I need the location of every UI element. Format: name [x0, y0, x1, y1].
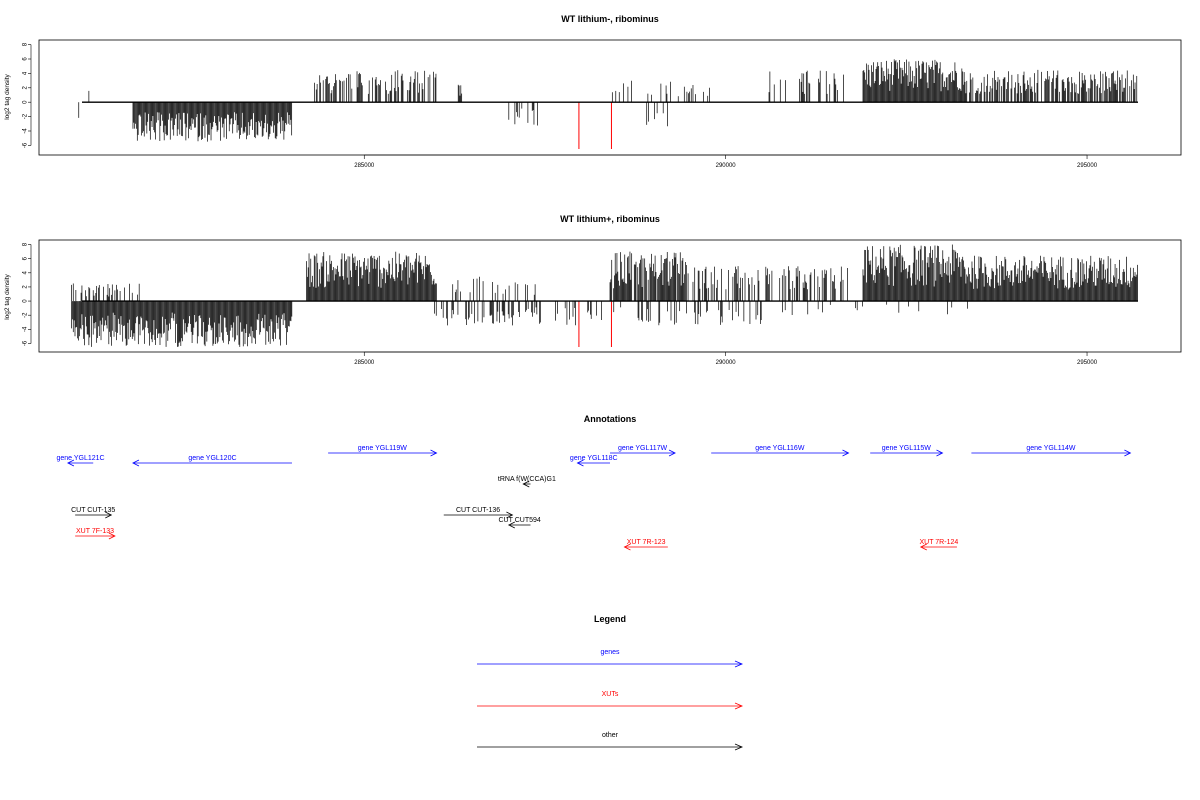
y-tick-label: 2 [23, 85, 29, 89]
y-tick-label: 2 [23, 285, 29, 289]
arrow-head-icon [507, 521, 515, 529]
legend-item: genes [477, 649, 744, 668]
x-axis: 285000 290000 295000 [354, 154, 1098, 169]
arrow-head-icon [67, 459, 75, 467]
annotation-label: gene YGL118C [570, 455, 618, 462]
y-tick-label: -2 [23, 312, 29, 318]
annotation-item: gene YGL120C [132, 455, 292, 467]
annotation-label: gene YGL115W [882, 445, 932, 452]
arrow-head-icon [734, 743, 744, 751]
annotation-item: gene YGL116W [711, 445, 850, 457]
legend-item: XUTs [477, 691, 744, 710]
annotation-label: gene YGL117W [618, 445, 668, 452]
legend-item: other [477, 732, 744, 751]
y-tick-label: 6 [23, 256, 29, 260]
annotation-label: XUT 7F-133 [76, 528, 114, 535]
annotation-label: XUT 7R-123 [627, 539, 666, 546]
legend-label: genes [600, 649, 620, 656]
arrow-head-icon [842, 449, 850, 457]
y-tick-label: -2 [23, 113, 29, 119]
chart-title: WT lithium-, ribominus [561, 14, 659, 24]
annotation-item: CUT CUT-136 [443, 507, 514, 519]
arrow-head-icon [936, 449, 944, 457]
y-axis-label: log2 tag density [4, 73, 11, 119]
annotation-item: CUT CUT594 [499, 517, 541, 529]
annotation-item: gene YGL117W [610, 445, 676, 457]
x-tick-label: 295000 [1077, 360, 1098, 366]
x-tick-label: 285000 [354, 163, 375, 169]
annotation-item: gene YGL114W [971, 445, 1132, 457]
x-tick-label: 285000 [354, 360, 375, 366]
annotation-label: CUT CUT-135 [71, 507, 115, 514]
y-tick-label: 4 [23, 270, 29, 274]
annotation-item: gene YGL118C [570, 455, 618, 467]
arrow-head-icon [105, 511, 113, 519]
annotation-label: gene YGL119W [358, 445, 408, 452]
annotation-item: XUT 7R-124 [919, 539, 958, 551]
arrow-head-icon [1124, 449, 1132, 457]
x-axis: 285000 290000 295000 [354, 351, 1098, 366]
annotation-label: gene YGL116W [755, 445, 805, 452]
x-tick-label: 290000 [716, 163, 737, 169]
y-tick-label: -4 [23, 128, 29, 134]
annotation-label: tRNA f(W(CCA)G1 [498, 476, 556, 483]
y-tick-label: 0 [23, 100, 29, 104]
legend-items: genes XUTs other [477, 649, 744, 751]
annotation-item: XUT 7F-133 [75, 528, 116, 540]
signal-bars [71, 244, 1138, 347]
arrow-head-icon [919, 543, 927, 551]
y-tick-label: 8 [23, 42, 29, 46]
annotation-item: gene YGL115W [870, 445, 944, 457]
arrow-head-icon [623, 543, 631, 551]
arrow-head-icon [522, 480, 530, 488]
annotation-label: gene YGL114W [1026, 445, 1076, 452]
signal-bars [78, 59, 1138, 149]
annotations-title: Annotations [584, 414, 637, 424]
y-tick-label: 8 [23, 242, 29, 246]
arrow-head-icon [132, 459, 140, 467]
legend: Legend genes XUTs other [477, 614, 744, 751]
y-tick-label: -6 [23, 340, 29, 346]
arrow-head-icon [108, 532, 116, 540]
annotation-label: CUT CUT594 [499, 517, 541, 524]
x-tick-label: 290000 [716, 360, 737, 366]
y-tick-label: 0 [23, 299, 29, 303]
annotation-item: tRNA f(W(CCA)G1 [498, 476, 556, 488]
arrow-head-icon [430, 449, 438, 457]
y-axis: 8 6 4 2 0 -2 -4 -6 [23, 242, 32, 346]
arrow-head-icon [506, 511, 514, 519]
annotation-item: XUT 7R-123 [623, 539, 668, 551]
legend-title: Legend [594, 614, 626, 624]
annotation-label: gene YGL121C [56, 455, 104, 462]
chart-title: WT lithium+, ribominus [560, 214, 660, 224]
annotation-label: gene YGL120C [188, 455, 236, 462]
arrow-head-icon [734, 702, 744, 710]
y-tick-label: 6 [23, 57, 29, 61]
annotation-item: CUT CUT-135 [71, 507, 115, 519]
annotation-items: gene YGL121C gene YGL120C gene YGL119W gene… [56, 445, 1132, 551]
y-axis-label: log2 tag density [4, 273, 11, 319]
chart-panel-lithium-minus: WT lithium-, ribominus 8 6 4 2 0 -2 -4 -6 28500… [4, 14, 1182, 169]
y-tick-label: -4 [23, 326, 29, 332]
annotation-item: gene YGL121C [56, 455, 105, 467]
arrow-head-icon [576, 459, 584, 467]
annotation-track: Annotations gene YGL121C gene YGL120Cgene… [56, 414, 1132, 551]
annotation-item: gene YGL119W [328, 445, 438, 457]
legend-label: other [602, 732, 619, 739]
y-tick-label: -6 [23, 142, 29, 148]
annotation-label: CUT CUT-136 [456, 507, 500, 514]
annotation-label: XUT 7R-124 [919, 539, 958, 546]
x-tick-label: 295000 [1077, 163, 1098, 169]
plot-frame [38, 39, 1182, 156]
arrow-head-icon [668, 449, 676, 457]
legend-label: XUTs [602, 691, 619, 698]
arrow-head-icon [734, 660, 744, 668]
y-tick-label: 4 [23, 71, 29, 75]
chart-panel-lithium-plus: WT lithium+, ribominus 8 6 4 2 0 -2 -4 -6 28500… [4, 214, 1182, 366]
y-axis: 8 6 4 2 0 -2 -4 -6 [23, 42, 32, 148]
